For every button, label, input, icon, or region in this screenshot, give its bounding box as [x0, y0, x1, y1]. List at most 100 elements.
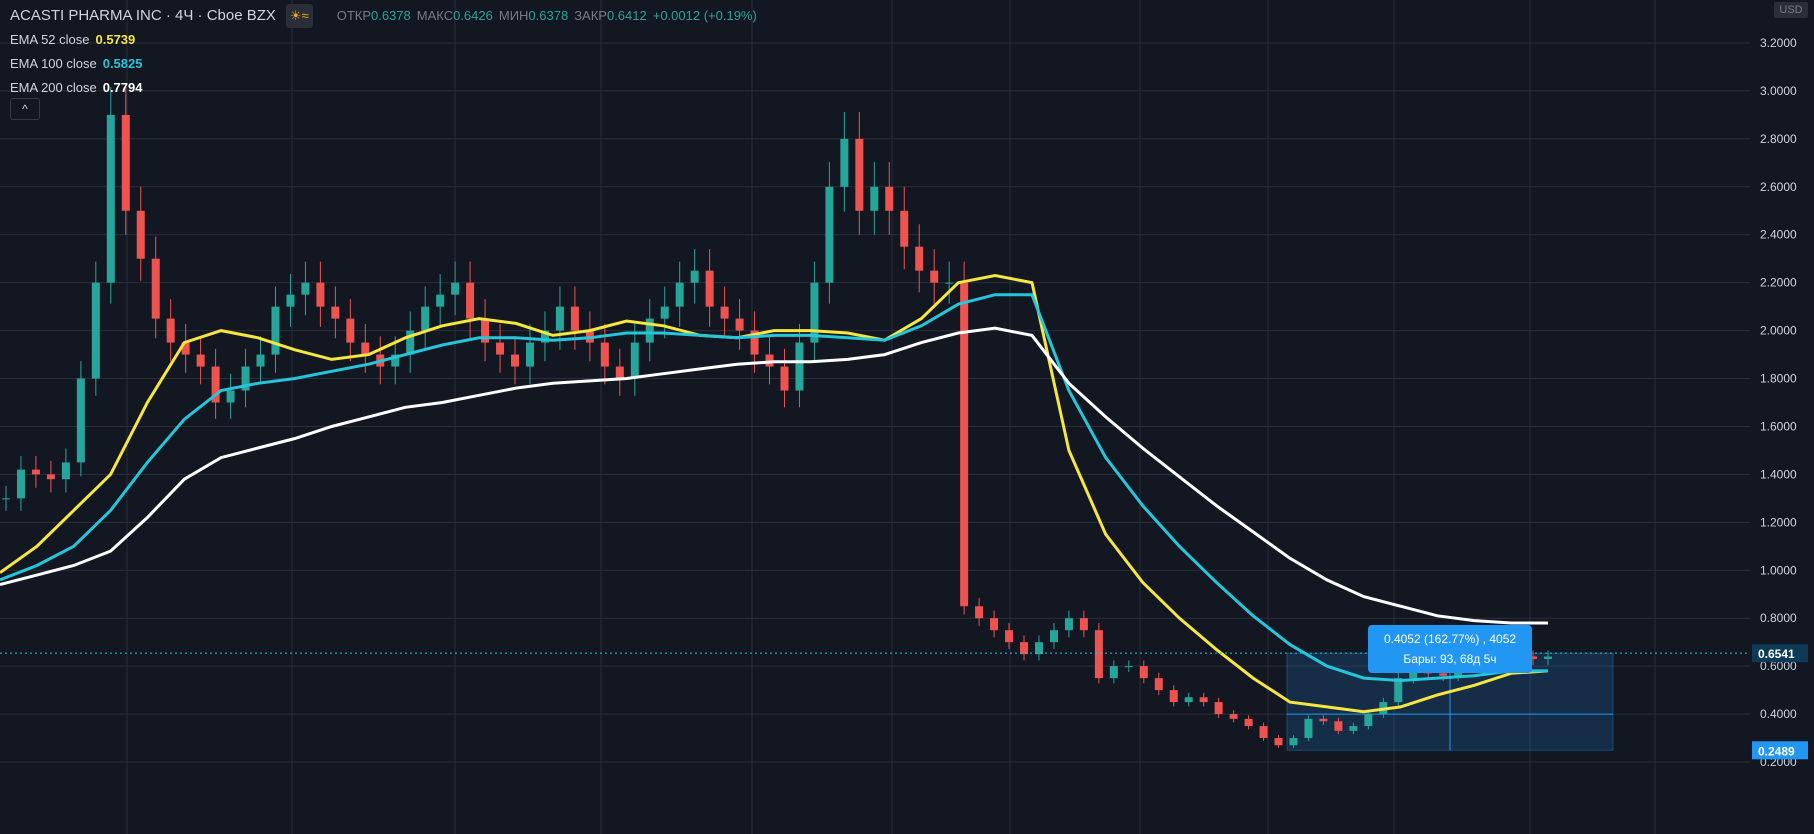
candle-body — [391, 354, 400, 367]
candle-body — [46, 474, 55, 480]
candle-body — [1364, 714, 1373, 727]
candle-body — [106, 114, 115, 283]
candle-body — [855, 138, 864, 211]
candle-body — [675, 282, 684, 307]
indicator-ema100[interactable]: EMA 100 close 0.5825 — [10, 52, 757, 76]
symbol-title[interactable]: ACASTI PHARMA INC · 4Ч · Cboe BZX — [10, 7, 276, 24]
candle-body — [211, 366, 220, 403]
candle-body — [645, 318, 654, 343]
ema-line — [0, 326, 1548, 625]
indicator-name: EMA 200 close — [10, 80, 97, 95]
candle-body — [1334, 721, 1343, 731]
wave-icon: ≈ — [301, 8, 309, 23]
candle-body — [496, 342, 505, 355]
candle-body — [735, 318, 744, 331]
ema-line — [0, 293, 1548, 683]
ohlc-open-value: 0.6378 — [371, 8, 411, 23]
candle-body — [945, 282, 954, 284]
measure-bars: Бары: 93, 68д 5ч — [1403, 652, 1497, 666]
candle-body — [1394, 678, 1403, 703]
candle-body — [16, 469, 25, 499]
indicator-ema52[interactable]: EMA 52 close 0.5739 — [10, 28, 757, 52]
candle-body — [975, 606, 984, 619]
candle-body — [91, 282, 100, 379]
ohlc-low-value: 0.6378 — [528, 8, 569, 23]
candle-body — [765, 354, 774, 367]
legend-header-row: ACASTI PHARMA INC · 4Ч · Cboe BZX ☀ ≈ ОТ… — [10, 4, 757, 28]
candle-body — [181, 342, 190, 355]
y-tick-label: 0.6000 — [1760, 659, 1797, 673]
candle-body — [166, 318, 175, 343]
candle-body — [1199, 697, 1208, 703]
ohlc-change: +0.0012 (+0.19%) — [652, 8, 757, 23]
candle-body — [795, 342, 804, 391]
candle-body — [930, 270, 939, 283]
candle-body — [1094, 630, 1103, 679]
candle-body — [316, 282, 325, 307]
candle-body — [406, 330, 415, 355]
candle-body — [825, 186, 834, 283]
candle-body — [436, 294, 445, 307]
current-price-label: 0.6541 — [1758, 647, 1795, 661]
y-tick-label: 2.8000 — [1760, 132, 1797, 146]
candle-body — [331, 306, 340, 319]
y-tick-label: 1.0000 — [1760, 563, 1797, 577]
candle-body — [286, 294, 295, 307]
ema-line — [0, 273, 1549, 714]
candle-body — [1319, 718, 1328, 722]
measure-change: 0.4052 (162.77%) , 4052 — [1383, 632, 1517, 646]
candle-body — [271, 306, 280, 355]
candle-body — [1109, 666, 1118, 679]
candle-body — [1349, 726, 1358, 731]
ohlc-high-key: МАКС — [416, 8, 454, 23]
candle-body — [241, 366, 250, 391]
low-price-badge — [1752, 741, 1808, 760]
candle-body — [346, 318, 355, 343]
candle-body — [1214, 702, 1223, 715]
candle-body — [1229, 714, 1238, 719]
candle-body — [1049, 630, 1058, 643]
candle-body — [990, 618, 999, 631]
candle-body — [1184, 697, 1193, 703]
status-icons[interactable]: ☀ ≈ — [285, 4, 313, 28]
ohlc-low-key: МИН — [498, 8, 529, 23]
candle-body — [121, 114, 130, 211]
candle-body — [615, 366, 624, 379]
candle-body — [256, 354, 265, 367]
y-tick-label: 2.2000 — [1760, 276, 1797, 290]
collapse-legend-button[interactable]: ^ — [10, 98, 40, 120]
candle-body — [31, 469, 40, 475]
y-tick-label: 1.6000 — [1760, 419, 1797, 433]
candle-body — [1034, 642, 1043, 655]
indicator-value: 0.7794 — [102, 80, 143, 95]
y-tick-label: 2.4000 — [1760, 228, 1797, 242]
candle-body — [301, 282, 310, 295]
candle-body — [1139, 666, 1148, 679]
candle-body — [136, 210, 145, 259]
y-tick-label: 0.8000 — [1760, 611, 1797, 625]
legend: ACASTI PHARMA INC · 4Ч · Cboe BZX ☀ ≈ ОТ… — [10, 4, 757, 100]
indicator-ema200[interactable]: EMA 200 close 0.7794 — [10, 76, 757, 100]
candle-body — [570, 306, 579, 331]
candle-body — [630, 342, 639, 379]
candle-body — [1020, 642, 1029, 655]
candle-body — [1244, 718, 1253, 727]
ohlc-close-key: ЗАКР — [574, 8, 607, 23]
candle-body — [1544, 656, 1552, 659]
candle-body — [810, 282, 819, 343]
currency-label[interactable]: USD — [1774, 2, 1808, 18]
candle-body — [915, 246, 924, 271]
low-price-label: 0.2489 — [1758, 744, 1795, 758]
candle-body — [960, 282, 969, 607]
y-tick-label: 0.4000 — [1760, 707, 1797, 721]
ohlc-high-value: 0.6426 — [453, 8, 493, 23]
candle-body — [1169, 690, 1178, 703]
candle-body — [870, 186, 879, 211]
y-tick-label: 2.0000 — [1760, 324, 1797, 338]
candle-body — [885, 186, 894, 211]
candle-body — [750, 330, 759, 355]
candle-body — [1304, 718, 1313, 739]
candle-body — [1289, 738, 1298, 746]
